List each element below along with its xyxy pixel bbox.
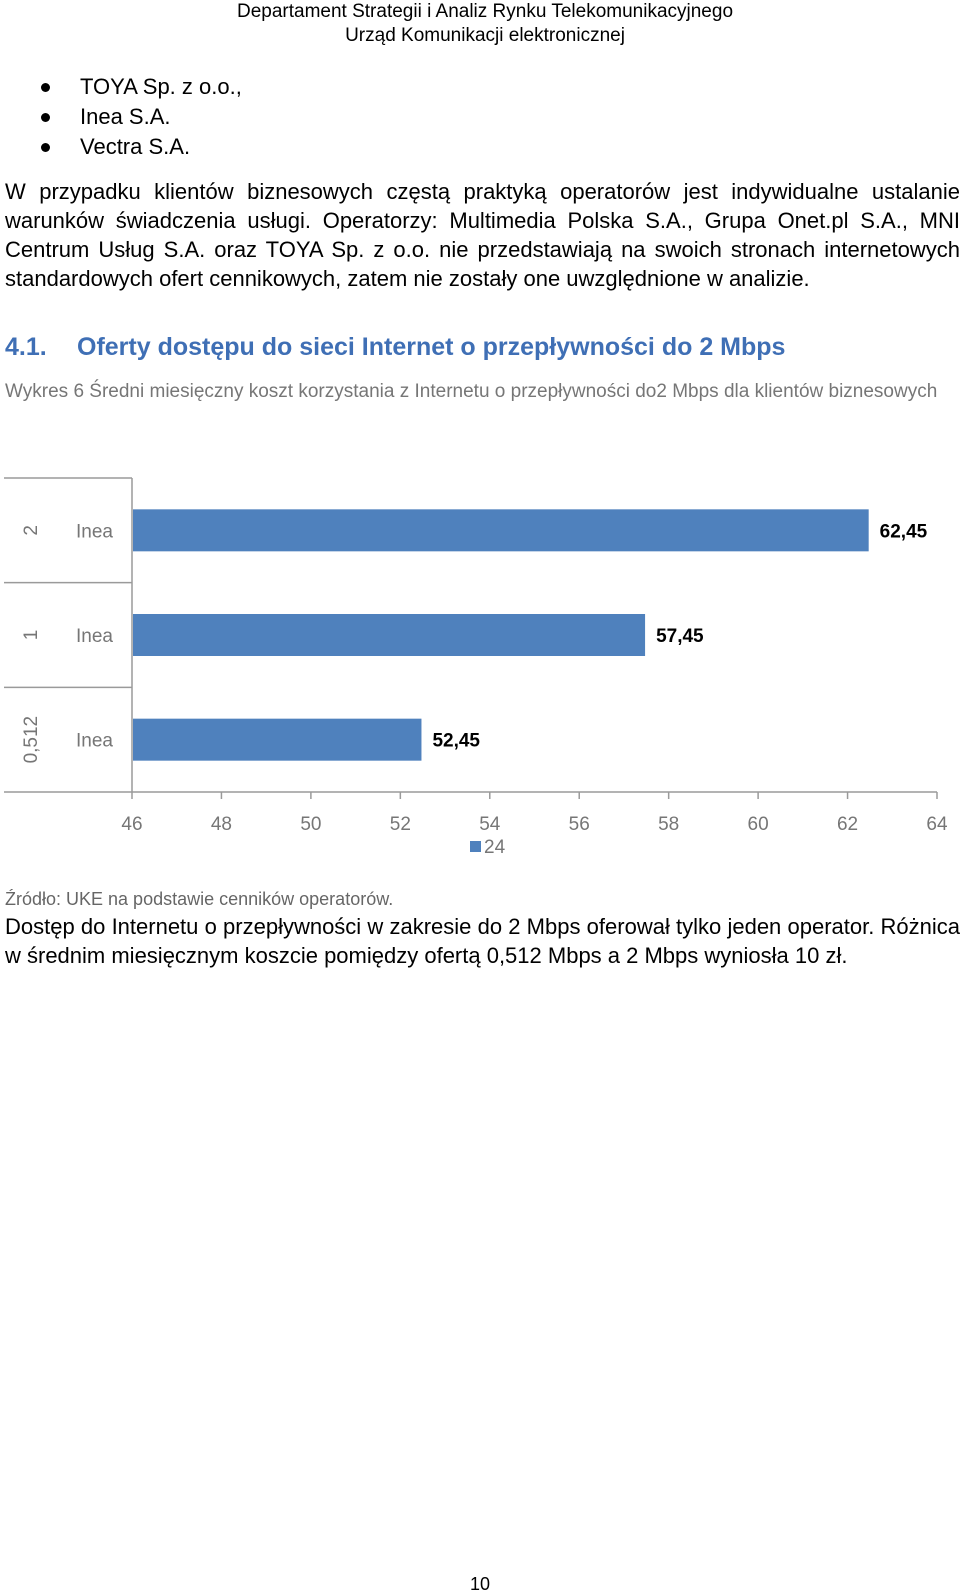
list-item-text: TOYA Sp. z o.o.,: [80, 74, 242, 99]
list-item: Inea S.A.: [0, 102, 242, 132]
bar: [133, 509, 869, 552]
section-number: 4.1.: [5, 333, 47, 361]
x-tick-label: 54: [479, 814, 501, 835]
x-tick-label: 60: [748, 814, 769, 835]
x-tick-label: 62: [837, 814, 858, 835]
group-label: 1: [21, 630, 42, 641]
header-department: Departament Strategii i Analiz Rynku Tel…: [236, 1, 734, 22]
bullet-icon: [41, 143, 50, 152]
category-label: Inea: [76, 626, 113, 647]
bullet-icon: [41, 83, 50, 92]
data-label: 52,45: [432, 731, 480, 752]
bar-chart: 62,45 Inea 2 57,45 Inea 1 52,45 Inea 0,512 46 48 50…: [4, 477, 948, 858]
category-label: Inea: [76, 731, 113, 752]
group-label: 0,512: [21, 716, 42, 764]
header-office: Urząd Komunikacji elektronicznej: [345, 25, 625, 46]
list-item-text: Vectra S.A.: [80, 134, 191, 159]
bullet-icon: [41, 113, 50, 122]
chart-caption: Wykres 6 Średni miesięczny koszt korzyst…: [5, 381, 938, 402]
x-tick-label: 46: [121, 814, 142, 835]
x-tick-label: 52: [390, 814, 411, 835]
document-header: Departament Strategii i Analiz Rynku Tel…: [195, 0, 775, 48]
legend-label: 24: [484, 837, 506, 858]
x-tick-label: 48: [211, 814, 232, 835]
list-item: Vectra S.A.: [0, 132, 242, 162]
data-label: 57,45: [656, 626, 704, 647]
x-tick-label: 56: [569, 814, 590, 835]
bar: [133, 718, 422, 761]
data-label: 62,45: [880, 521, 928, 542]
operator-list: TOYA Sp. z o.o., Inea S.A. Vectra S.A.: [0, 72, 242, 162]
x-tick-label: 58: [658, 814, 679, 835]
summary-paragraph: Dostęp do Internetu o przepływności w za…: [5, 914, 960, 968]
category-label: Inea: [76, 521, 113, 542]
section-heading: 4.1. Oferty dostępu do sieci Internet o p…: [5, 331, 785, 363]
business-clients-paragraph: W przypadku klientów biznesowych częstą …: [5, 179, 960, 291]
list-item: TOYA Sp. z o.o.,: [0, 72, 242, 102]
x-tick-label: 50: [300, 814, 321, 835]
group-label: 2: [21, 525, 42, 536]
source-note: Źródło: UKE na podstawie cenników operat…: [5, 889, 394, 909]
bar: [133, 614, 646, 656]
list-item-text: Inea S.A.: [80, 104, 171, 129]
legend-swatch: [470, 841, 481, 852]
section-title: Oferty dostępu do sieci Internet o przep…: [77, 333, 786, 361]
x-tick-label: 64: [926, 814, 948, 835]
page-number: 10: [469, 1574, 491, 1594]
